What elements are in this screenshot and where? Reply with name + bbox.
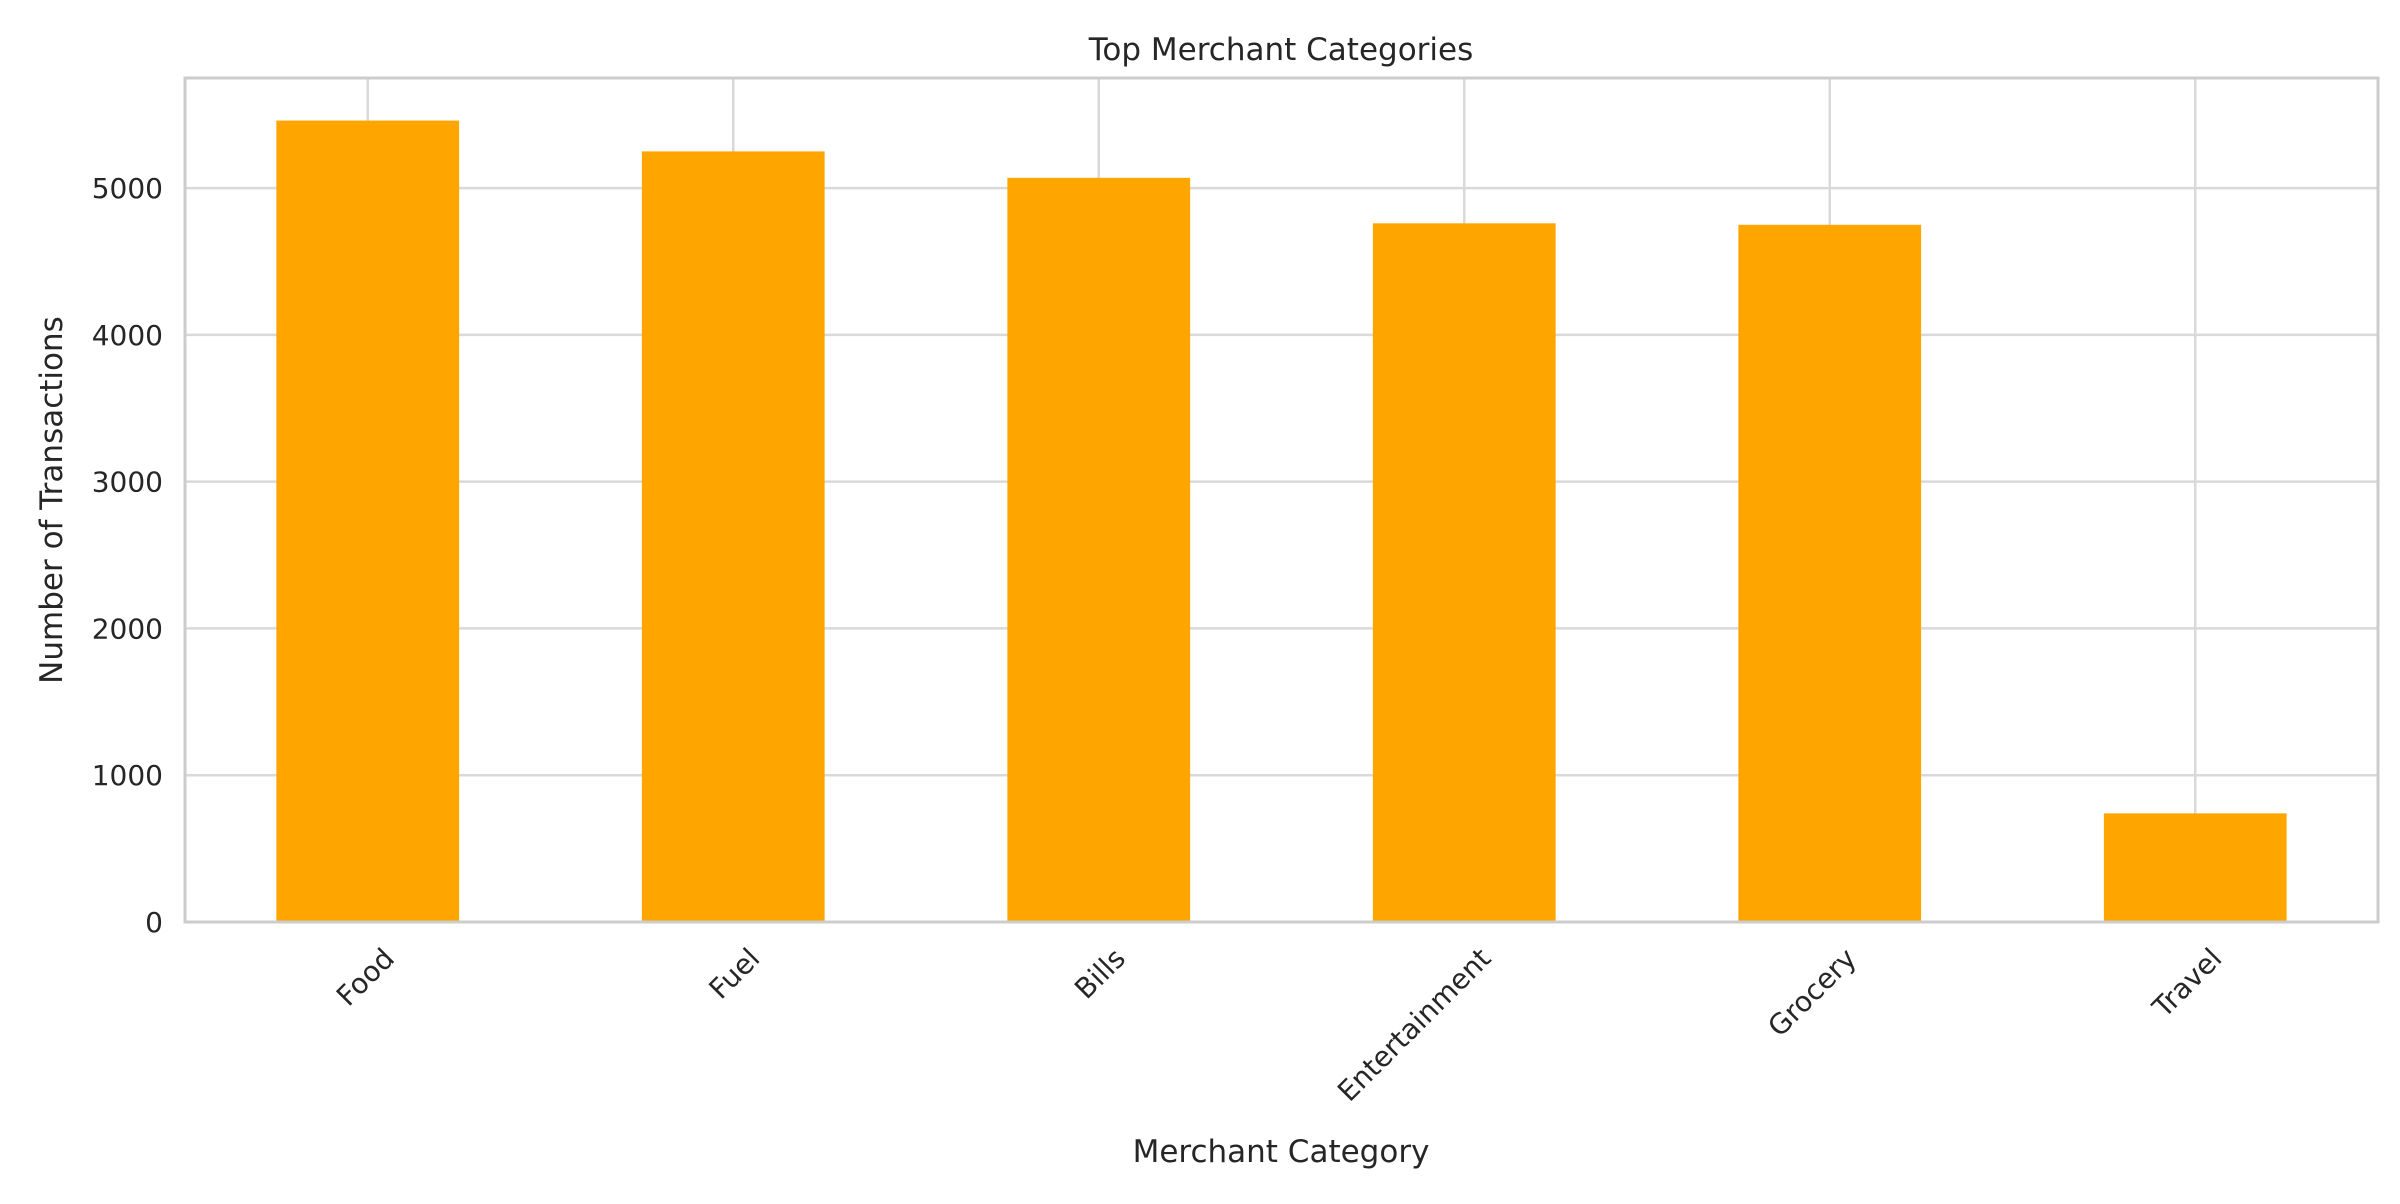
y-axis-label: Number of Transactions <box>34 316 70 684</box>
bar-grocery <box>1738 224 1922 923</box>
x-tick-label: Food <box>330 942 401 1013</box>
x-tick-label: Grocery <box>1761 942 1862 1043</box>
y-tick-labels: 0 1000 2000 3000 4000 5000 <box>92 172 163 939</box>
x-tick-labels: Food Fuel Bills Entertainment Grocery Travel <box>330 942 2228 1108</box>
chart-title: Top Merchant Categories <box>1088 32 1474 68</box>
bar-bills <box>1007 177 1191 922</box>
y-tick-label: 3000 <box>92 466 163 499</box>
y-tick-label: 0 <box>145 906 163 939</box>
bars-layer <box>276 120 2287 923</box>
bar-fuel <box>641 151 825 923</box>
x-tick-label: Fuel <box>702 942 766 1006</box>
y-tick-label: 1000 <box>92 759 163 792</box>
x-axis-label: Merchant Category <box>1133 1134 1430 1170</box>
x-tick-label: Bills <box>1068 942 1132 1006</box>
y-tick-label: 2000 <box>92 612 163 645</box>
y-tick-label: 4000 <box>92 319 163 352</box>
bar-travel <box>2103 813 2287 922</box>
bar-entertainment <box>1372 223 1556 922</box>
grid-layer <box>185 78 2378 924</box>
x-tick-label: Travel <box>2145 942 2228 1025</box>
x-tick-label: Entertainment <box>1331 942 1497 1108</box>
plot-frame <box>183 76 2380 924</box>
y-tick-label: 5000 <box>92 172 163 205</box>
bar-food <box>276 120 460 922</box>
